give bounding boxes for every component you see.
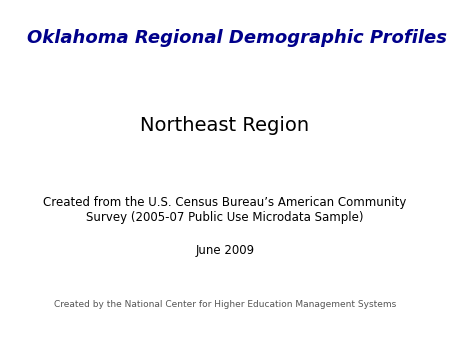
Text: Created from the U.S. Census Bureau’s American Community
Survey (2005-07 Public : Created from the U.S. Census Bureau’s Am…	[43, 196, 407, 223]
Text: Northeast Region: Northeast Region	[140, 116, 310, 135]
Text: Created by the National Center for Higher Education Management Systems: Created by the National Center for Highe…	[54, 300, 396, 309]
Text: Oklahoma Regional Demographic Profiles: Oklahoma Regional Demographic Profiles	[27, 29, 447, 47]
Text: June 2009: June 2009	[195, 244, 255, 257]
